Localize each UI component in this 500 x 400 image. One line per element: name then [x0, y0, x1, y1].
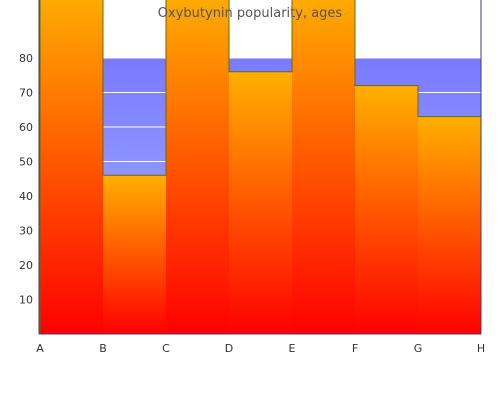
- y-tick-label: 10: [19, 294, 33, 307]
- x-tick-label: F: [352, 342, 358, 355]
- area-step-E: [292, 0, 355, 334]
- y-tick-label: 60: [19, 121, 33, 134]
- area-step-C: [166, 0, 229, 334]
- x-tick-label: D: [225, 342, 233, 355]
- x-tick-label: H: [477, 342, 485, 355]
- chart-title: Oxybutynin popularity, ages: [158, 6, 343, 21]
- y-axis-tick-labels: 10 20 30 40 50 60 70 80: [19, 52, 33, 307]
- area-step-F: [355, 85, 418, 334]
- x-tick-label: A: [36, 342, 44, 355]
- y-tick-label: 20: [19, 259, 33, 272]
- area-series: [39, 0, 482, 334]
- area-step-A: [40, 0, 103, 334]
- axes: [38, 0, 482, 335]
- y-tick-label: 70: [19, 87, 33, 100]
- x-tick-label: B: [99, 342, 107, 355]
- x-tick-label: G: [414, 342, 423, 355]
- y-tick-label: 40: [19, 190, 33, 203]
- y-tick-label: 30: [19, 225, 33, 238]
- x-tick-label: C: [162, 342, 170, 355]
- y-tick-label: 50: [19, 156, 33, 169]
- series-step-line: [39, 0, 482, 334]
- x-tick-label: E: [289, 342, 296, 355]
- x-axis-tick-labels: A B C D E F G H: [36, 342, 485, 355]
- area-step-G: [418, 116, 481, 334]
- area-step-D: [229, 71, 292, 334]
- y-tick-label: 80: [19, 52, 33, 65]
- area-step-B: [103, 175, 166, 334]
